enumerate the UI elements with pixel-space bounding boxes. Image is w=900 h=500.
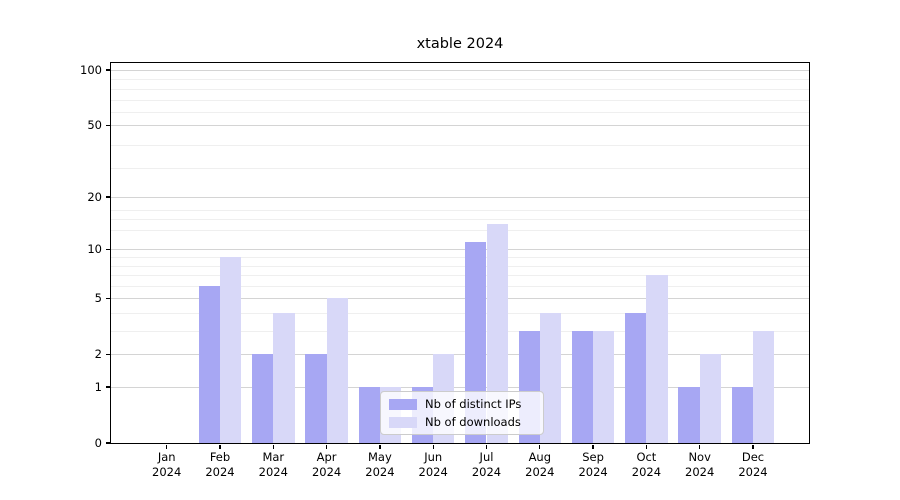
x-axis-tick-label-jun: Jun 2024 (418, 450, 448, 479)
bar-distinct-ips-oct (625, 313, 647, 443)
x-axis-tick-label-dec: Dec 2024 (738, 450, 768, 479)
y-axis-tick-mark (106, 248, 110, 250)
x-axis-tick-label-jan: Jan 2024 (152, 450, 182, 479)
legend-entry-distinct-ips: Nb of distinct IPs (389, 397, 535, 411)
bar-downloads-feb (220, 257, 242, 443)
x-axis-tick-label-feb: Feb 2024 (205, 450, 235, 479)
major-gridline (111, 249, 809, 251)
x-axis-tick-mark (645, 444, 648, 449)
y-axis-tick-mark (106, 69, 110, 71)
x-axis-tick-mark (699, 444, 701, 449)
y-axis-tick-label: 2 (94, 346, 102, 361)
y-axis-tick-mark (106, 386, 110, 388)
bar-downloads-nov (699, 354, 721, 443)
minor-gridline (111, 112, 809, 114)
bar-distinct-ips-mar (252, 354, 274, 443)
minor-gridline (111, 79, 809, 81)
y-axis-tick-label: 50 (87, 117, 102, 132)
major-gridline (111, 298, 809, 300)
minor-gridline (111, 313, 809, 314)
bar-downloads-dec (753, 331, 775, 443)
y-axis-tick-label: 100 (80, 62, 102, 77)
minor-gridline (111, 229, 809, 231)
minor-gridline (111, 145, 809, 146)
y-axis-tick-mark (106, 442, 110, 444)
x-axis-tick-label-jul: Jul 2024 (471, 450, 502, 479)
legend-label-distinct-ips: Nb of distinct IPs (425, 397, 522, 411)
x-axis-tick-label-may: May 2024 (365, 450, 395, 479)
bar-downloads-sep (593, 331, 615, 443)
major-gridline (111, 387, 809, 388)
x-axis-tick-mark (752, 444, 754, 449)
x-axis-tick-mark (432, 444, 434, 449)
y-axis-tick-label: 1 (94, 379, 102, 394)
y-axis-tick-label: 5 (94, 290, 102, 305)
bar-downloads-mar (273, 313, 295, 443)
legend-swatch-downloads (389, 416, 417, 428)
minor-gridline (111, 89, 809, 90)
major-gridline (111, 354, 809, 356)
y-axis-tick-mark (106, 297, 110, 299)
bar-distinct-ips-dec (731, 387, 753, 443)
minor-gridline (111, 219, 809, 220)
x-axis-tick-label-nov: Nov 2024 (685, 450, 715, 479)
minor-gridline (111, 168, 809, 170)
minor-gridline (111, 331, 809, 332)
bar-distinct-ips-sep (571, 331, 594, 443)
x-axis-tick-mark (166, 444, 168, 449)
minor-gridline (111, 257, 809, 258)
x-axis-tick-label-apr: Apr 2024 (311, 450, 342, 479)
legend-swatch-distinct-ips (389, 398, 417, 410)
bar-downloads-jul (486, 224, 508, 443)
bar-distinct-ips-nov (678, 387, 700, 443)
x-axis-tick-mark (379, 444, 381, 449)
minor-gridline (111, 265, 809, 267)
y-axis-tick-mark (106, 196, 110, 198)
x-axis-tick-label-oct: Oct 2024 (631, 450, 662, 479)
x-axis-tick-label-sep: Sep 2024 (578, 450, 608, 479)
x-axis-tick-mark (485, 444, 488, 449)
minor-gridline (111, 99, 809, 101)
bar-downloads-apr (326, 298, 348, 443)
x-axis-tick-mark (219, 444, 221, 449)
legend-entry-downloads: Nb of downloads (389, 415, 535, 429)
y-axis-tick-mark (106, 124, 110, 126)
y-axis-tick-mark (106, 353, 110, 355)
minor-gridline (111, 275, 809, 276)
bar-distinct-ips-may (358, 387, 380, 443)
x-axis-tick-label-mar: Mar 2024 (258, 450, 288, 479)
x-axis-tick-mark (325, 444, 328, 449)
bar-distinct-ips-apr (305, 354, 327, 443)
chart-title: xtable 2024 (416, 36, 504, 52)
bar-distinct-ips-feb (198, 285, 220, 443)
x-axis-tick-mark (272, 444, 274, 449)
bar-downloads-oct (646, 275, 668, 443)
y-axis-tick-label: 10 (87, 241, 102, 256)
x-axis-tick-mark (539, 444, 541, 449)
x-axis-tick-mark (592, 444, 594, 449)
minor-gridline (111, 209, 809, 211)
legend-label-downloads: Nb of downloads (425, 415, 521, 429)
x-axis-tick-label-aug: Aug 2024 (525, 450, 555, 479)
bar-downloads-aug (539, 313, 562, 443)
minor-gridline (111, 285, 809, 287)
legend: Nb of distinct IPs Nb of downloads (380, 391, 544, 435)
y-axis-tick-label: 0 (94, 435, 102, 450)
major-gridline (111, 70, 809, 72)
y-axis-tick-label: 20 (87, 189, 102, 204)
major-gridline (111, 125, 809, 127)
major-gridline (111, 197, 809, 198)
